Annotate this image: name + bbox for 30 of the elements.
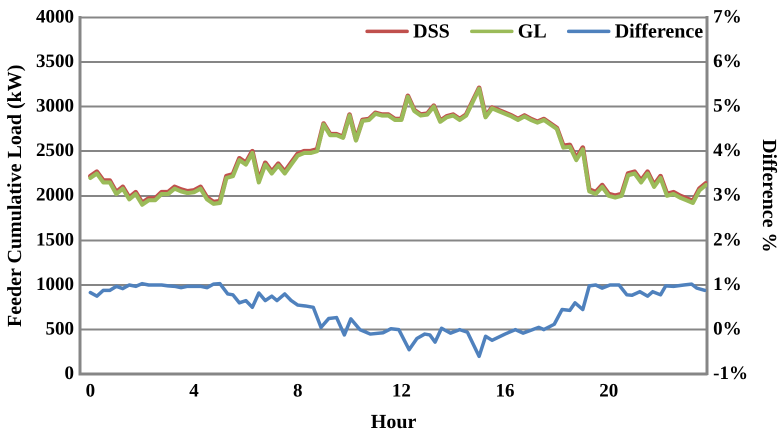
- x-tick-label: 16: [496, 380, 515, 402]
- y2-axis-title: Difference %: [758, 139, 780, 253]
- y-tick-label: 0: [64, 363, 74, 384]
- y2-tick-label: 6%: [713, 50, 742, 72]
- y-tick-label: 2000: [36, 184, 74, 206]
- x-axis-title: Hour: [370, 411, 416, 434]
- y2-tick-label: 4%: [713, 140, 742, 162]
- y-tick-label: 500: [46, 318, 74, 340]
- x-tick-label: 20: [599, 380, 618, 402]
- y-tick-label: 1000: [36, 274, 74, 295]
- x-tick-label: 4: [189, 380, 200, 402]
- legend-label: DSS: [413, 20, 450, 43]
- y2-tick-label: 3%: [713, 184, 742, 206]
- legend-label: GL: [518, 20, 547, 43]
- y2-tick-label: 5%: [713, 96, 742, 117]
- y-axis-title: Feeder Cumulative Load (kW): [4, 64, 26, 328]
- x-tick-label: 12: [392, 380, 411, 402]
- y-tick-label: 1500: [36, 229, 74, 250]
- x-tick-label: 0: [86, 380, 96, 402]
- x-tick-label: 8: [292, 380, 302, 402]
- y-tick-label: 4000: [36, 6, 74, 28]
- y-tick-label: 3500: [36, 50, 74, 72]
- y2-tick-label: -1%: [713, 363, 748, 384]
- y2-tick-label: 7%: [713, 6, 742, 28]
- y2-tick-label: 2%: [713, 229, 742, 250]
- y2-tick-label: 1%: [713, 274, 742, 295]
- legend-label: Difference: [614, 20, 704, 43]
- y2-tick-label: 0%: [713, 318, 742, 340]
- y-tick-label: 3000: [36, 96, 74, 117]
- y-tick-label: 2500: [36, 140, 74, 162]
